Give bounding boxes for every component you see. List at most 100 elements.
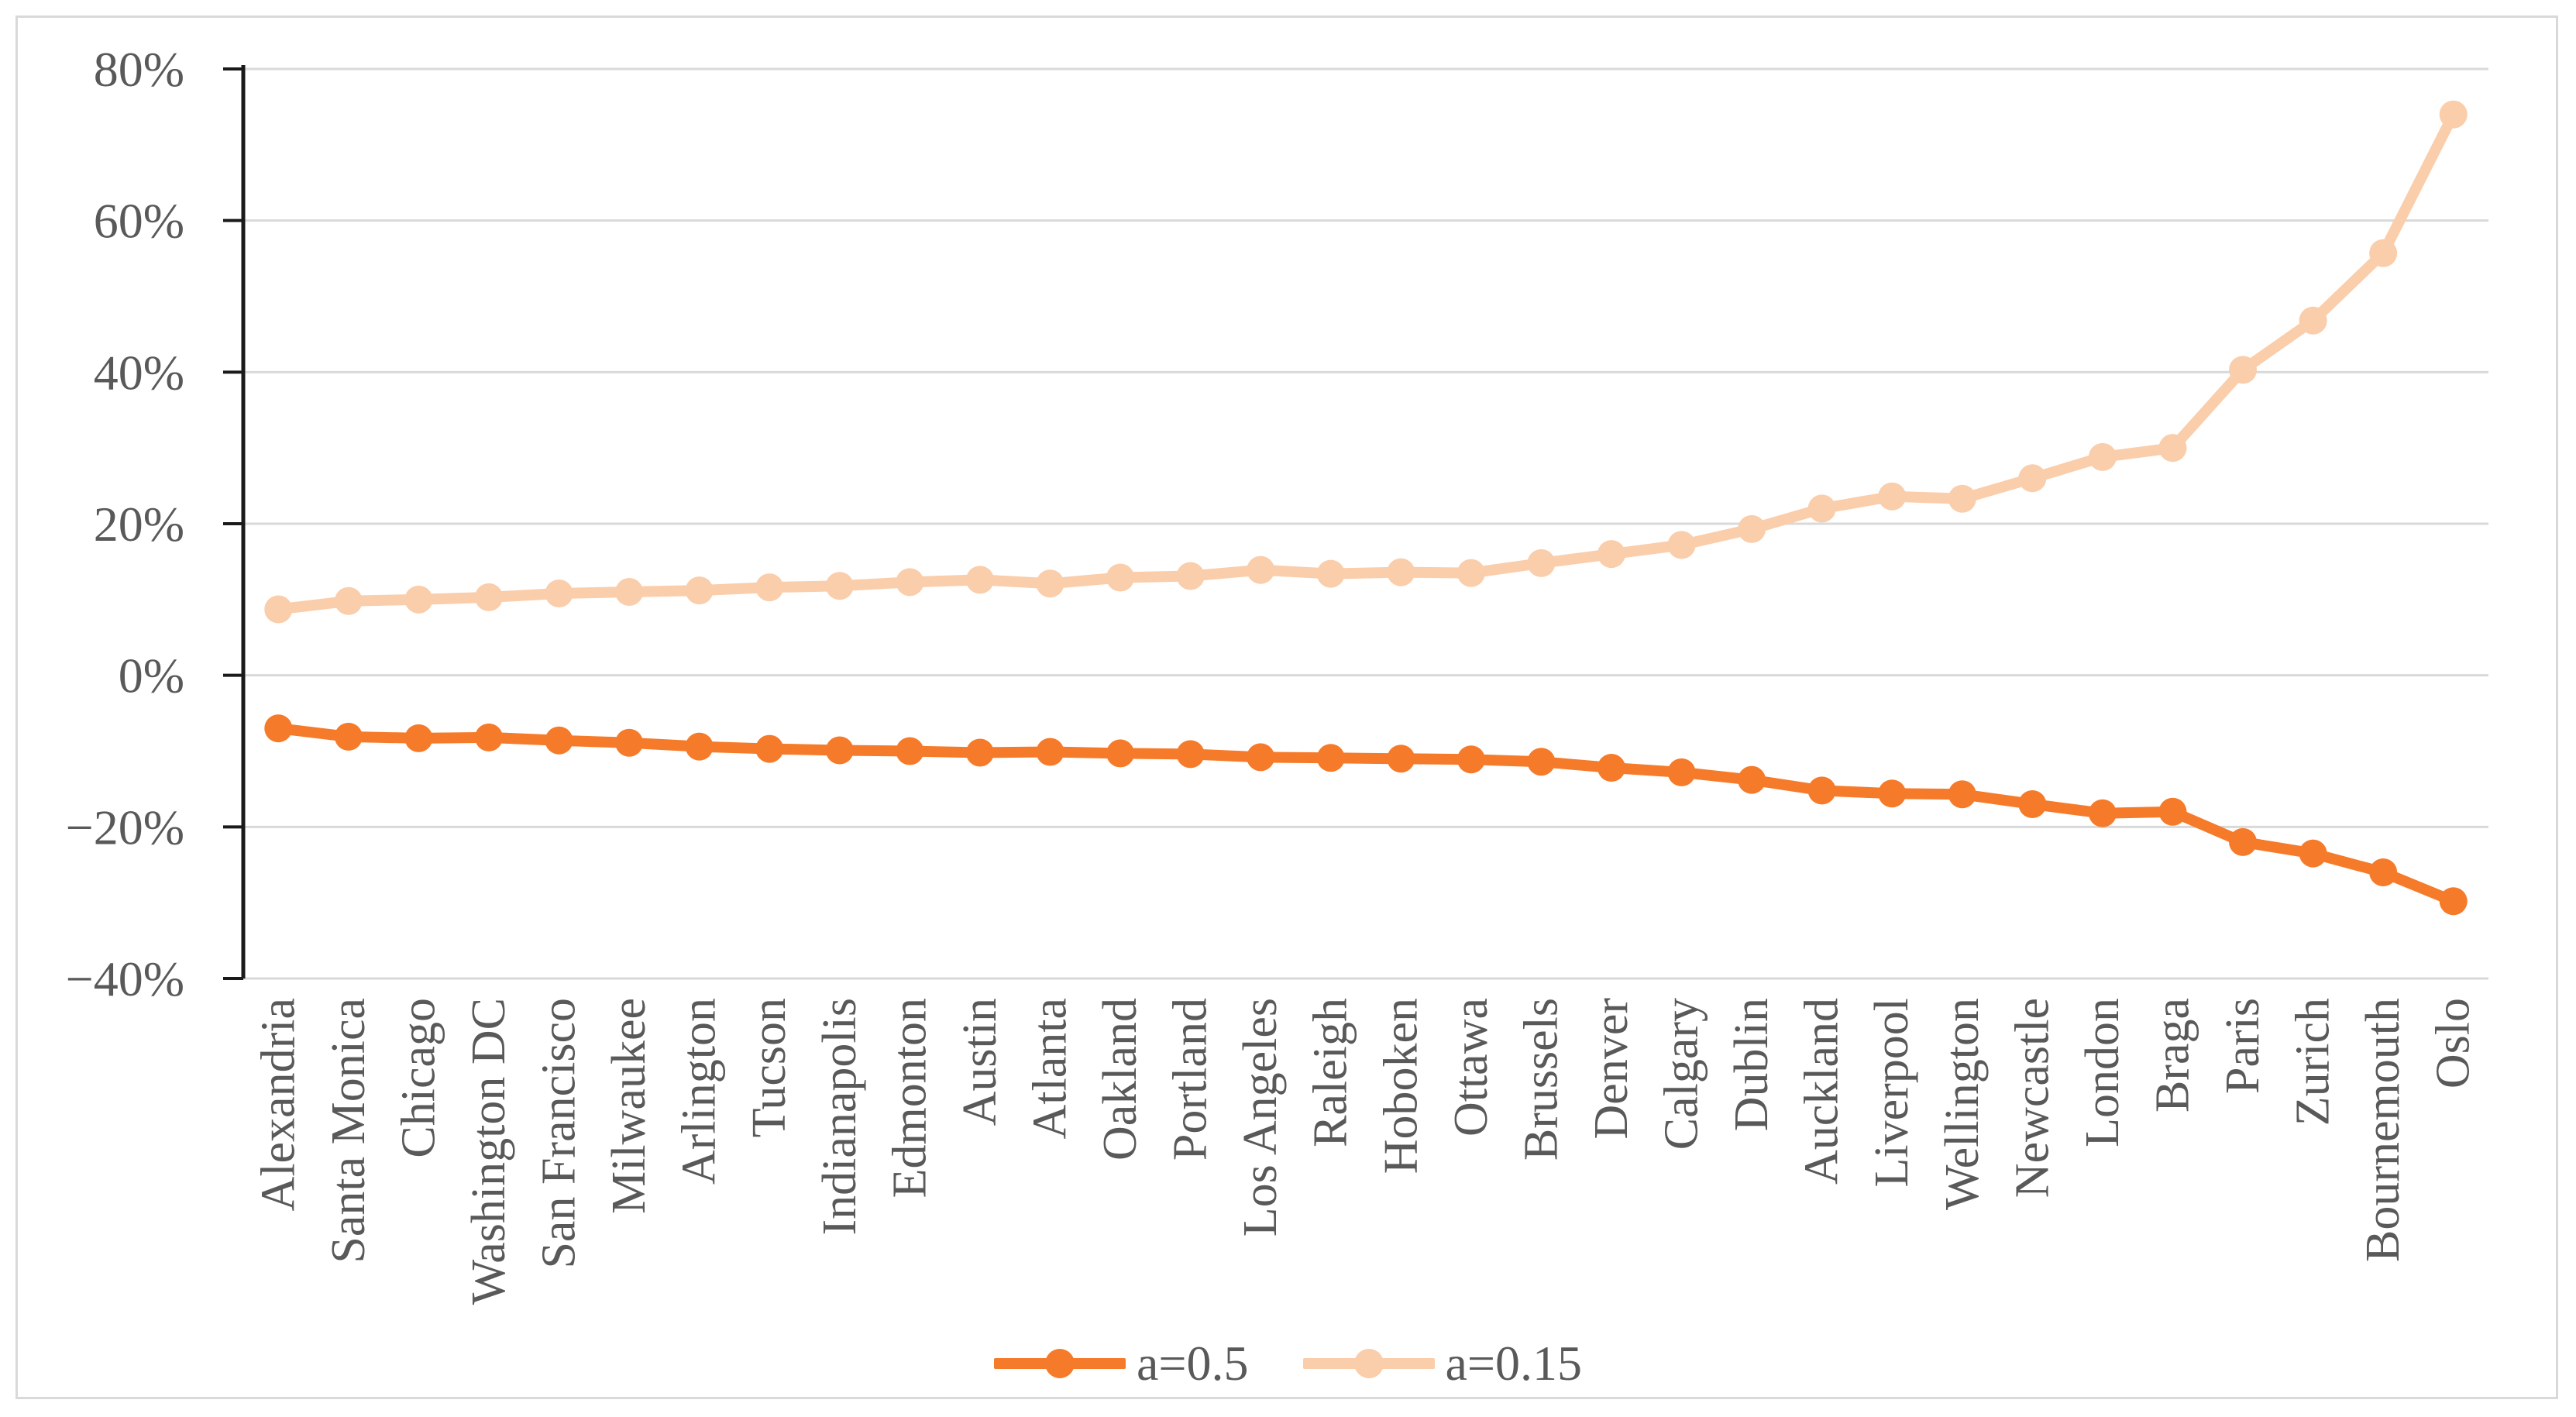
series-marker-a015 [334, 586, 363, 615]
series-marker-a015 [2158, 434, 2187, 463]
series-marker-a015 [2439, 100, 2468, 129]
series-marker-a015 [1176, 562, 1205, 590]
legend-marker-dot-a05 [1045, 1349, 1075, 1378]
series-marker-a015 [755, 573, 784, 602]
x-category-label: Alexandria [252, 998, 304, 1211]
x-category-label: Paris [2217, 998, 2269, 1094]
chart-legend: a=0.5 a=0.15 [0, 1326, 2576, 1401]
series-marker-a015 [1387, 558, 1415, 586]
series-marker-a05 [264, 714, 293, 743]
series-marker-a05 [615, 728, 644, 757]
series-marker-a015 [1807, 494, 1836, 523]
series-marker-a05 [1527, 748, 1556, 776]
x-category-label: Washington DC [463, 998, 515, 1305]
series-marker-a05 [1948, 780, 1976, 809]
series-marker-a05 [2369, 858, 2398, 887]
series-marker-a05 [2018, 789, 2047, 818]
series-marker-a015 [2229, 356, 2258, 384]
series-marker-a05 [2299, 839, 2327, 868]
legend-marker-dot-a015 [1353, 1349, 1384, 1378]
series-marker-a015 [1036, 569, 1064, 598]
series-marker-a015 [896, 568, 924, 597]
y-axis-tick-label: 80% [94, 42, 184, 97]
y-axis-tick-label: 60% [94, 194, 184, 249]
series-marker-a015 [2369, 239, 2398, 267]
series-marker-a05 [965, 738, 994, 767]
x-category-label: Dublin [1725, 998, 1778, 1131]
y-axis-tick-label: 0% [119, 648, 184, 703]
x-category-label: Liverpool [1866, 998, 1918, 1188]
legend-item-a015: a=0.15 [1302, 1336, 1583, 1391]
x-category-label: Austin [954, 998, 1006, 1126]
gridlines-group [243, 67, 2488, 980]
x-category-label: Brussels [1515, 998, 1567, 1161]
x-category-label: Indianapolis [813, 998, 866, 1236]
x-category-label: Chicago [392, 998, 445, 1158]
series-marker-a05 [1316, 744, 1345, 772]
x-category-label: Santa Monica [322, 998, 375, 1264]
x-category-label: Oslo [2427, 998, 2480, 1089]
series-marker-a05 [1597, 754, 1625, 782]
series-marker-a015 [615, 578, 644, 607]
series-marker-a015 [1316, 559, 1345, 588]
x-category-label: Braga [2146, 998, 2199, 1113]
series-marker-a05 [1878, 779, 1907, 808]
series-marker-a05 [685, 732, 714, 761]
series-marker-a015 [474, 583, 503, 611]
series-marker-a05 [1387, 745, 1415, 773]
series-marker-a015 [685, 576, 714, 605]
series-marker-a015 [264, 595, 293, 624]
x-category-label: Zurich [2287, 998, 2340, 1126]
x-category-label: Portland [1164, 998, 1217, 1161]
series-marker-a015 [825, 572, 854, 600]
y-axis-tick-label: 40% [94, 345, 184, 400]
series-marker-a05 [334, 722, 363, 751]
y-axis-tick-label: −40% [66, 951, 184, 1006]
x-category-label: San Francisco [533, 998, 586, 1269]
series-marker-a015 [1106, 563, 1135, 592]
series-marker-a05 [2158, 797, 2187, 826]
series-marker-a015 [1527, 549, 1556, 577]
chart-frame [15, 15, 2558, 1399]
series-marker-a015 [1667, 531, 1696, 559]
series-marker-a015 [2018, 464, 2047, 493]
legend-line-marker-a05 [994, 1349, 1126, 1378]
series-marker-a015 [1948, 484, 1976, 513]
series-marker-a015 [1247, 555, 1275, 584]
series-line-a015 [273, 108, 2459, 615]
x-category-label: Calgary [1656, 998, 1708, 1150]
x-category-label: Hoboken [1374, 998, 1427, 1174]
x-category-label: London [2076, 998, 2129, 1147]
legend-label-a015: a=0.15 [1445, 1336, 1583, 1391]
x-category-label: Auckland [1796, 998, 1849, 1185]
series-marker-a05 [2229, 827, 2258, 856]
series-marker-a015 [404, 585, 433, 614]
x-category-label: Newcastle [2006, 998, 2058, 1198]
x-category-label: Ottawa [1445, 998, 1498, 1137]
series-marker-a05 [2088, 799, 2117, 827]
series-marker-a05 [404, 724, 433, 752]
series-marker-a05 [896, 737, 924, 765]
x-category-label: Oakland [1094, 998, 1147, 1161]
series-marker-a05 [1176, 740, 1205, 769]
series-marker-a05 [2439, 887, 2468, 916]
series-marker-a05 [1457, 745, 1485, 774]
x-category-label: Tucson [743, 998, 796, 1137]
x-category-label: Milwaukee [603, 998, 655, 1214]
series-marker-a015 [2088, 442, 2117, 471]
x-category-label: Arlington [673, 998, 726, 1185]
series-marker-a015 [965, 566, 994, 594]
y-axis-ticks-group [223, 67, 243, 980]
x-category-label: Bournemouth [2357, 998, 2409, 1262]
series-marker-a05 [1807, 776, 1836, 805]
series-marker-a05 [825, 736, 854, 765]
x-category-label: Raleigh [1305, 998, 1357, 1147]
series-marker-a05 [1667, 758, 1696, 786]
x-category-label: Los Angeles [1234, 998, 1287, 1236]
x-category-label: Wellington [1936, 998, 1989, 1210]
series-marker-a015 [545, 580, 573, 608]
series-marker-a015 [2299, 306, 2327, 335]
x-category-label: Denver [1585, 998, 1638, 1140]
legend-line-marker-a015 [1302, 1349, 1435, 1378]
